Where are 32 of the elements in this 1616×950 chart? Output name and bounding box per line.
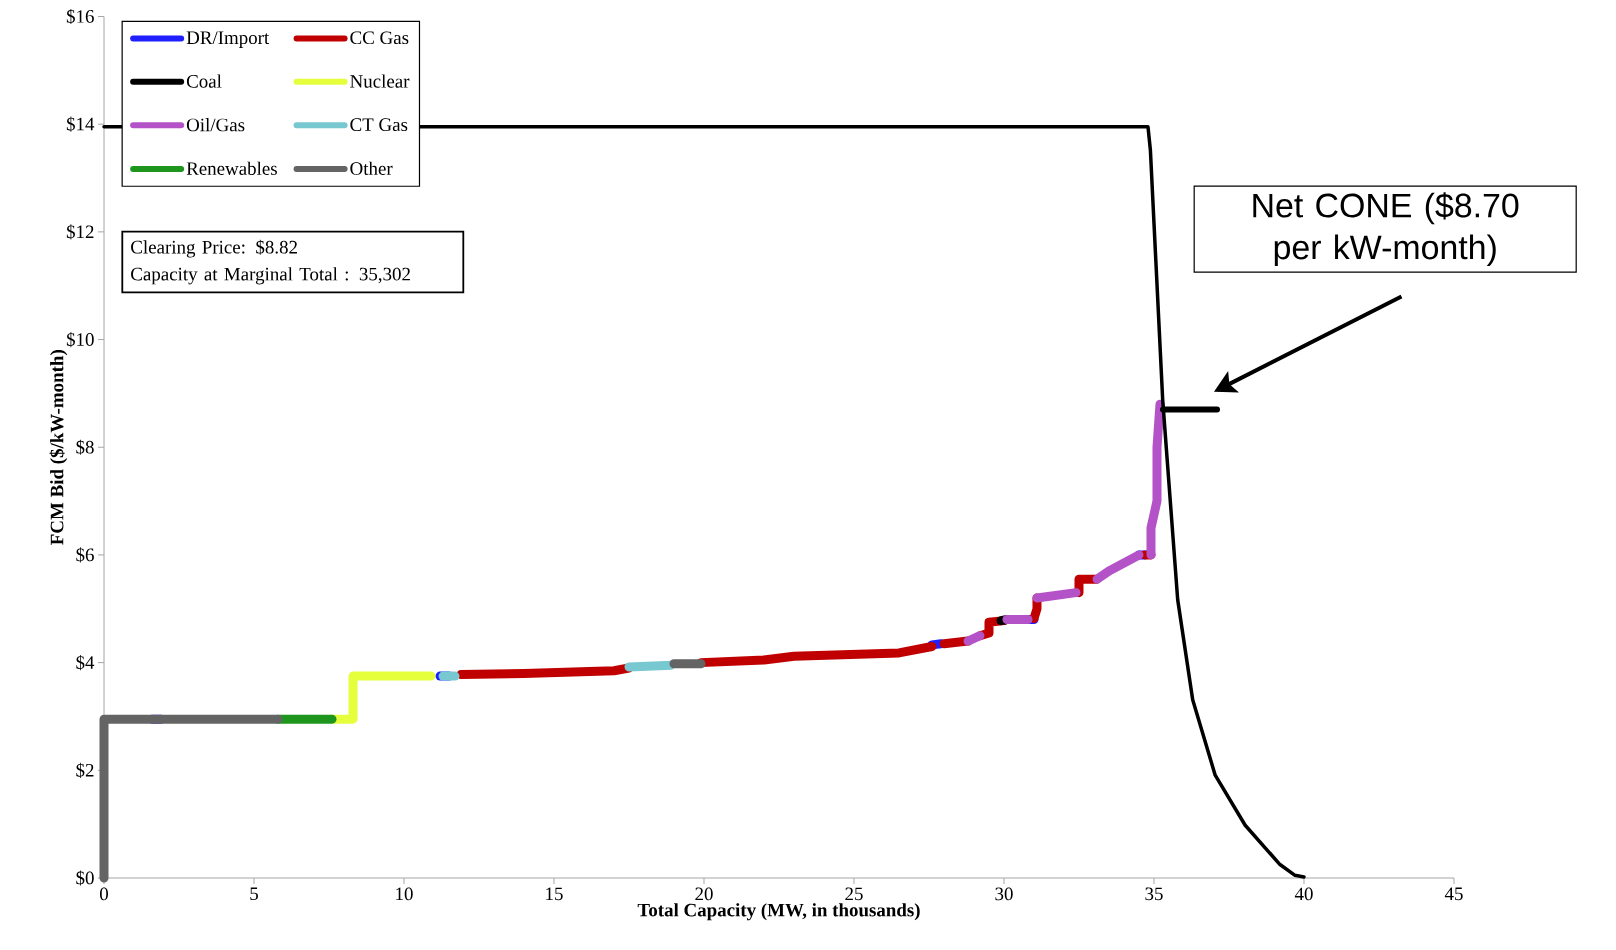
legend-label: CC Gas — [350, 31, 409, 45]
y-tick-label: $12 — [66, 224, 94, 240]
legend-label: Nuclear — [350, 74, 410, 88]
y-tick-label: $0 — [76, 870, 94, 886]
y-tick-label: $8 — [76, 439, 94, 455]
y-axis-title: FCM Bid ($/kW-month) — [49, 350, 68, 545]
legend-label: Other — [350, 161, 393, 175]
x-tick-label: 10 — [396, 887, 413, 901]
x-tick-label: 40 — [1294, 887, 1313, 901]
annotation: Clearing Price: $8.82 — [131, 239, 297, 258]
legend-label: Oil/Gas — [186, 118, 245, 132]
x-tick-label: 25 — [845, 887, 863, 901]
x-tick-label: 0 — [99, 887, 108, 901]
x-axis-title: Total Capacity (MW, in thousands) — [637, 903, 920, 921]
y-tick-label: $4 — [76, 655, 95, 671]
x-tick-label: 5 — [250, 887, 258, 901]
x-tick-label: 30 — [995, 887, 1013, 901]
annotation: Capacity at Marginal Total : 35,302 — [131, 267, 410, 285]
y-tick-label: $2 — [76, 762, 94, 778]
y-tick-label: $14 — [66, 116, 95, 132]
y-tick-label: $6 — [76, 547, 94, 563]
x-tick-label: 15 — [546, 887, 563, 901]
x-tick-label: 35 — [1145, 887, 1163, 901]
x-tick-label: 45 — [1444, 887, 1463, 901]
legend-label: DR/Import — [186, 31, 270, 48]
x-tick-label: 20 — [695, 887, 713, 901]
y-tick-label: $16 — [66, 8, 94, 25]
legend-label: Coal — [186, 74, 222, 88]
y-tick-label: $10 — [66, 331, 94, 348]
legend-label: Renewables — [186, 161, 277, 175]
legend-label: CT Gas — [350, 118, 408, 132]
annotation: Net CONE ($8.70 per kW-month) — [1253, 192, 1519, 267]
